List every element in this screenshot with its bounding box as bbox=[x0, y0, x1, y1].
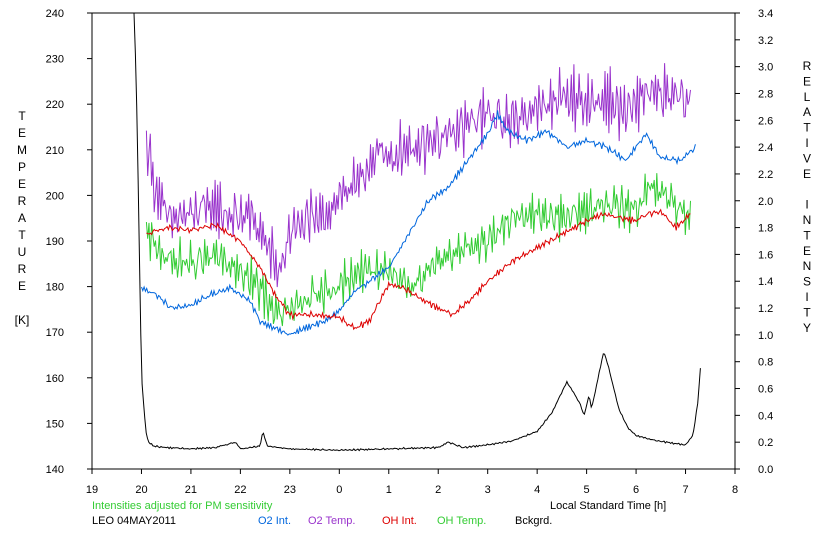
series-layer bbox=[133, 12, 701, 452]
left-tick-label: 140 bbox=[46, 464, 64, 476]
right-tick-label: 2.2 bbox=[758, 169, 773, 181]
right-tick-label: 2.0 bbox=[758, 196, 773, 208]
x-tick-label: 23 bbox=[284, 484, 296, 496]
left-axis-label-letter: R bbox=[18, 262, 27, 276]
right-axis-label-letter: A bbox=[803, 105, 811, 119]
right-tick-label: 0.6 bbox=[758, 384, 773, 396]
left-tick-label: 220 bbox=[46, 99, 64, 111]
left-axis-label-letter: U bbox=[18, 245, 27, 259]
x-tick-label: 2 bbox=[435, 484, 441, 496]
left-axis-label-letter: P bbox=[18, 160, 26, 174]
right-tick-label: 1.6 bbox=[758, 249, 773, 261]
series-line-oh-int bbox=[146, 208, 691, 331]
x-tick-label: 8 bbox=[732, 484, 738, 496]
right-tick-label: 0.0 bbox=[758, 464, 773, 476]
right-axis-label-letter: R bbox=[803, 59, 812, 73]
left-tick-label: 190 bbox=[46, 236, 64, 248]
right-tick-label: 3.2 bbox=[758, 35, 773, 47]
right-tick-label: 1.8 bbox=[758, 223, 773, 235]
x-tick-label: 4 bbox=[534, 484, 540, 496]
right-axis-label-letter: S bbox=[803, 275, 811, 289]
right-tick-label: 1.0 bbox=[758, 330, 773, 342]
right-axis-label-letter: E bbox=[803, 74, 811, 88]
x-tick-label: 22 bbox=[234, 484, 246, 496]
right-axis: 0.0 0.2 0.4 0.6 0.8 1.0 1.2 1.4 1.6 1.8 2.0 2.2 2.4 2… bbox=[735, 8, 773, 476]
series-line-oh-temp bbox=[145, 173, 691, 327]
right-axis-label-letter: E bbox=[803, 167, 811, 181]
left-axis-label-letter: M bbox=[17, 143, 27, 157]
left-axis-label-letter: A bbox=[18, 211, 26, 225]
right-axis-label-letter: I bbox=[805, 198, 808, 212]
x-axis: 19 20 21 22 23 0 1 2 3 4 5 6 7 8 bbox=[86, 469, 738, 496]
x-tick-label: 5 bbox=[584, 484, 590, 496]
right-axis-label-letter: N bbox=[803, 213, 812, 227]
left-tick-label: 180 bbox=[46, 282, 64, 294]
right-axis-label-letter: T bbox=[803, 228, 811, 242]
left-tick-label: 170 bbox=[46, 327, 64, 339]
right-axis-label-letter: T bbox=[803, 121, 811, 135]
left-tick-label: 230 bbox=[46, 54, 64, 66]
right-tick-label: 2.6 bbox=[758, 115, 773, 127]
legend-bckgrd: Bckgrd. bbox=[515, 515, 553, 527]
right-axis-label-letter: V bbox=[803, 151, 811, 165]
left-axis-label-letter: R bbox=[18, 194, 27, 208]
x-tick-label: 3 bbox=[485, 484, 491, 496]
left-axis-label-letter: E bbox=[18, 177, 26, 191]
right-tick-label: 3.4 bbox=[758, 8, 773, 20]
right-tick-label: 2.4 bbox=[758, 142, 773, 154]
right-axis-label-letter: T bbox=[803, 305, 811, 319]
sensitivity-note: Intensities adjusted for PM sensitivity bbox=[92, 500, 273, 512]
right-tick-label: 0.4 bbox=[758, 410, 773, 422]
x-tick-label: 0 bbox=[336, 484, 342, 496]
right-tick-label: 0.8 bbox=[758, 357, 773, 369]
left-tick-label: 160 bbox=[46, 373, 64, 385]
right-axis-label-letter: I bbox=[805, 136, 808, 150]
right-axis-label-letter: I bbox=[805, 290, 808, 304]
left-axis-label-letter: E bbox=[18, 279, 26, 293]
right-axis-label-letter: N bbox=[803, 259, 812, 273]
right-tick-label: 3.0 bbox=[758, 62, 773, 74]
x-tick-label: 7 bbox=[682, 484, 688, 496]
right-tick-label: 0.2 bbox=[758, 437, 773, 449]
x-tick-label: 19 bbox=[86, 484, 98, 496]
left-tick-label: 240 bbox=[46, 8, 64, 20]
series-line-bckgrd bbox=[133, 12, 701, 452]
left-tick-label: 210 bbox=[46, 145, 64, 157]
x-axis-label: Local Standard Time [h] bbox=[550, 500, 667, 512]
left-tick-label: 200 bbox=[46, 190, 64, 202]
series-line-o2-int bbox=[141, 110, 696, 336]
x-tick-label: 1 bbox=[386, 484, 392, 496]
left-axis-label-letter: E bbox=[18, 126, 26, 140]
left-tick-label: 150 bbox=[46, 418, 64, 430]
right-tick-label: 1.4 bbox=[758, 276, 773, 288]
right-tick-label: 1.2 bbox=[758, 303, 773, 315]
series-line-o2-temp bbox=[145, 63, 691, 288]
left-axis-label-letter: T bbox=[18, 228, 26, 242]
x-tick-label: 6 bbox=[633, 484, 639, 496]
right-axis-label-letter: E bbox=[803, 244, 811, 258]
legend-oh-int: OH Int. bbox=[382, 515, 417, 527]
x-tick-label: 21 bbox=[185, 484, 197, 496]
legend-o2-int: O2 Int. bbox=[258, 515, 292, 527]
left-axis-label-letter: [K] bbox=[15, 313, 30, 327]
right-axis-label-letter: L bbox=[804, 90, 811, 104]
x-tick-label: 20 bbox=[135, 484, 147, 496]
right-tick-label: 2.8 bbox=[758, 88, 773, 100]
legend-oh-temp: OH Temp. bbox=[437, 515, 487, 527]
left-axis: 140 150 160 170 180 190 200 210 220 230 240 bbox=[46, 8, 92, 476]
legend-o2-temp: O2 Temp. bbox=[308, 515, 356, 527]
left-axis-label-letter: T bbox=[18, 109, 26, 123]
station-date-label: LEO 04MAY2011 bbox=[92, 515, 176, 527]
plot-frame bbox=[91, 12, 736, 470]
right-axis-label-letter: Y bbox=[803, 321, 811, 335]
